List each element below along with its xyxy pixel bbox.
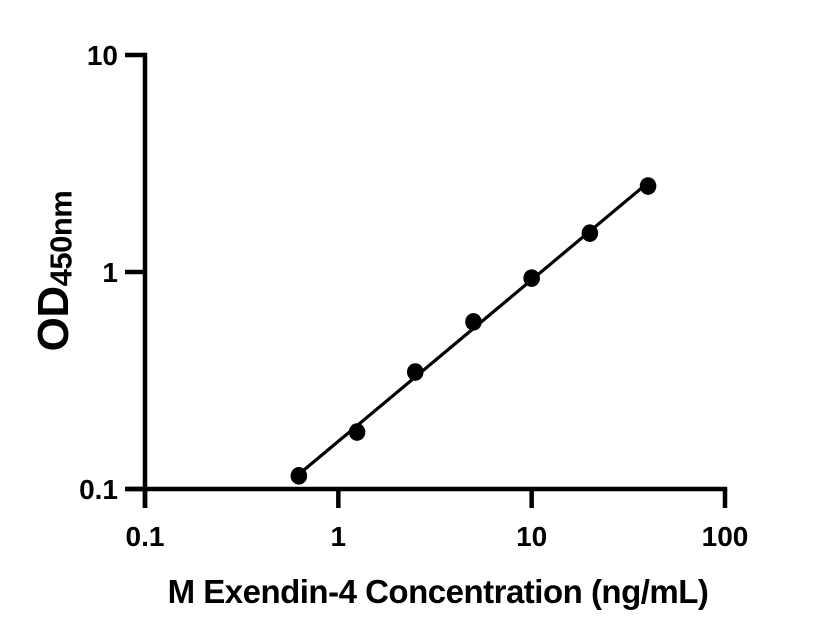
data-point-10ng-ml	[523, 269, 540, 287]
x-tick-label-1: 1	[331, 521, 347, 552]
data-point-1.25ng-ml	[348, 423, 366, 441]
x-tick-label-10: 10	[516, 521, 547, 552]
y-axis-title-main: OD	[29, 286, 78, 352]
x-axis-title: M Exendin-4 Concentration (ng/mL)	[167, 573, 709, 610]
data-point-0.625ng-ml	[290, 467, 308, 485]
x-tick-label-100: 100	[702, 521, 749, 552]
y-axis-title: OD450nm	[29, 0, 79, 571]
y-axis-title-subscript: 450nm	[43, 190, 79, 287]
data-point-40ng-ml	[639, 177, 657, 195]
data-point-20ng-ml	[581, 224, 599, 242]
y-tick-label-10: 10	[87, 40, 118, 71]
data-point-5ng-ml	[465, 313, 482, 331]
data-point-2.5ng-ml	[406, 363, 424, 381]
x-tick-label-0.1: 0.1	[126, 521, 165, 552]
y-tick-label-0.1: 0.1	[79, 474, 118, 505]
y-tick-label-1: 1	[102, 257, 118, 288]
